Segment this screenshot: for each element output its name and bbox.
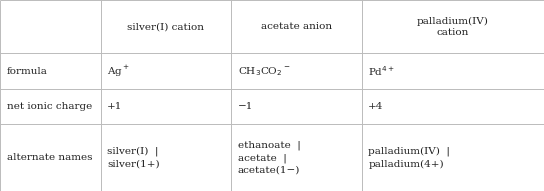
Text: −1: −1 — [238, 102, 253, 111]
Text: Pd$^{4+}$: Pd$^{4+}$ — [368, 64, 395, 78]
Text: formula: formula — [7, 67, 47, 76]
Text: silver(I)  |
silver(1+): silver(I) | silver(1+) — [107, 147, 160, 168]
Text: +1: +1 — [107, 102, 122, 111]
Text: silver(I) cation: silver(I) cation — [127, 22, 205, 31]
Text: ethanoate  |
acetate  |
acetate(1−): ethanoate | acetate | acetate(1−) — [238, 140, 301, 175]
Text: palladium(IV)
cation: palladium(IV) cation — [417, 17, 489, 37]
Text: alternate names: alternate names — [7, 153, 92, 162]
Text: palladium(IV)  |
palladium(4+): palladium(IV) | palladium(4+) — [368, 147, 450, 168]
Text: net ionic charge: net ionic charge — [7, 102, 92, 111]
Text: Ag$^+$: Ag$^+$ — [107, 64, 130, 79]
Text: CH$_3$CO$_2$$^-$: CH$_3$CO$_2$$^-$ — [238, 65, 290, 78]
Text: +4: +4 — [368, 102, 384, 111]
Text: acetate anion: acetate anion — [261, 22, 332, 31]
